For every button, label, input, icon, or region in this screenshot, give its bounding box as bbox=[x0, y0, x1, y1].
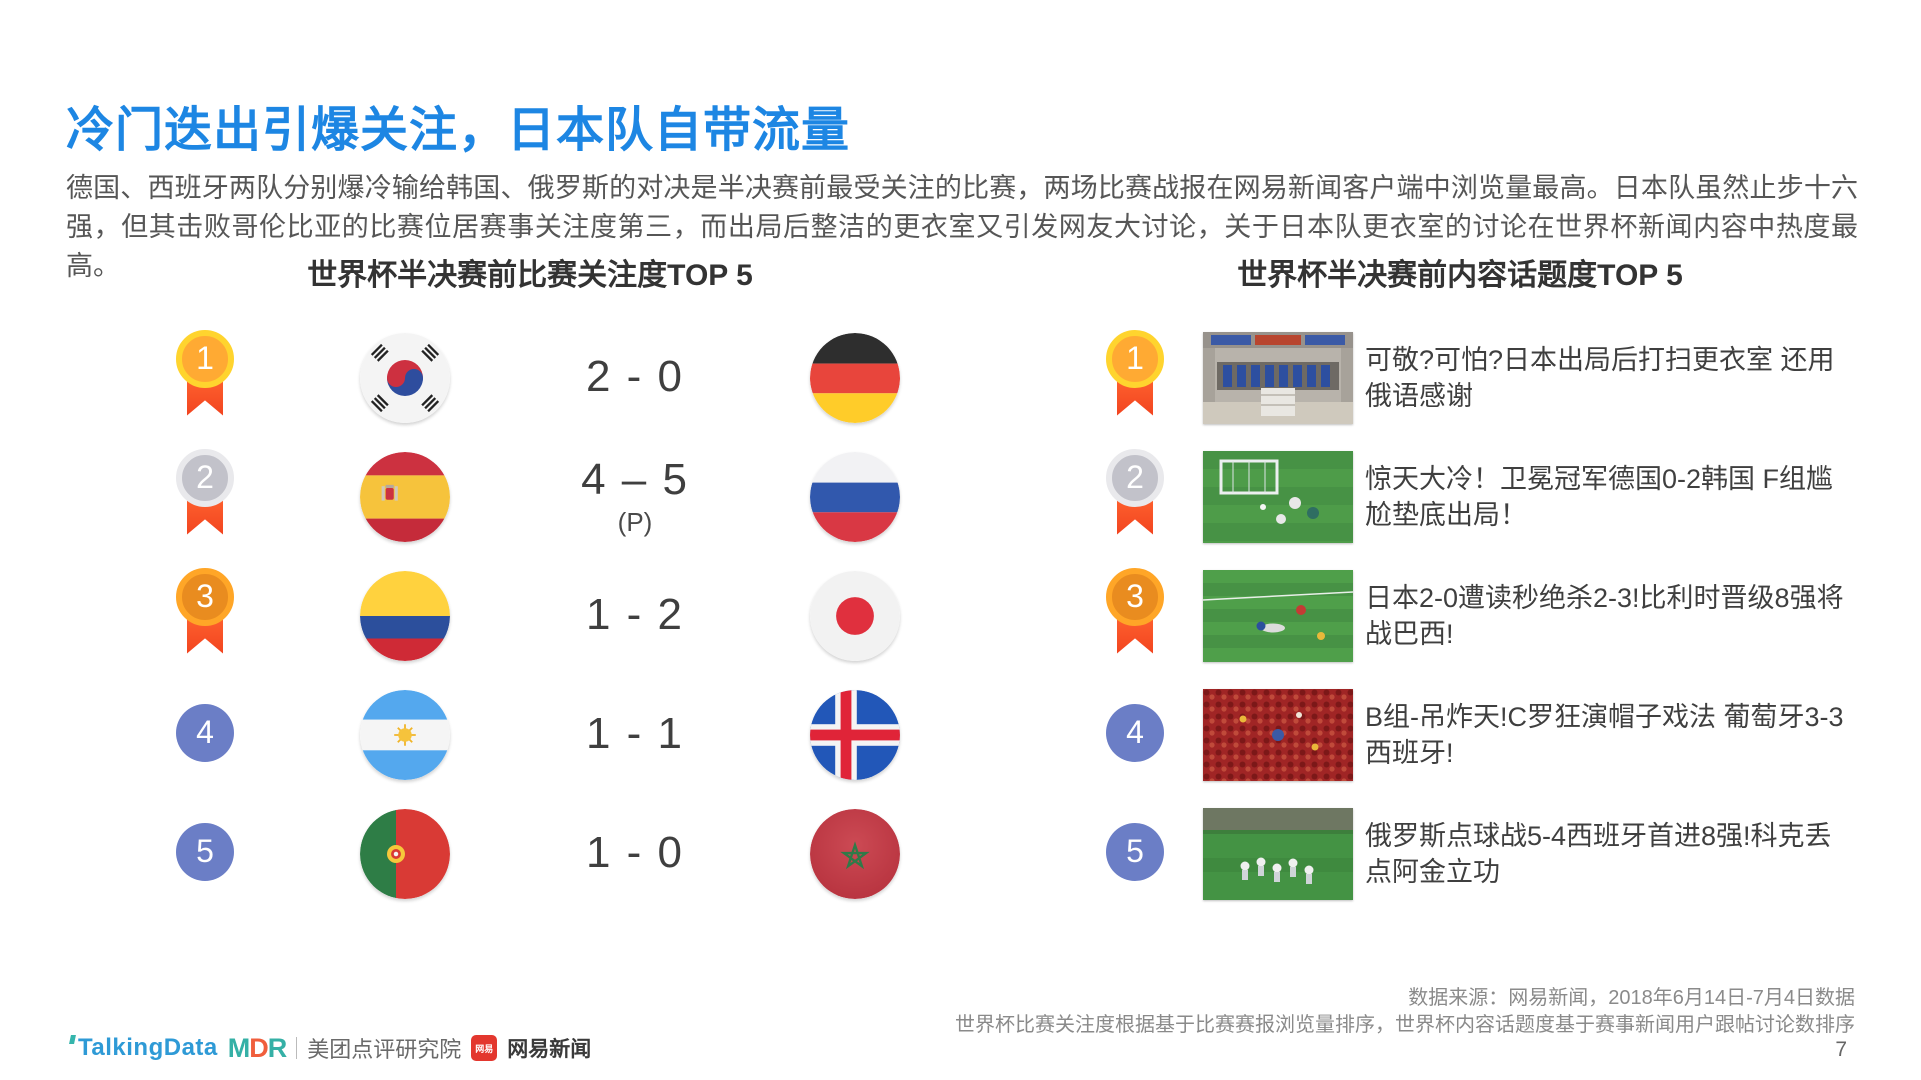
colombia-flag-icon bbox=[360, 570, 450, 661]
rank-number: 1 bbox=[1126, 340, 1144, 376]
talkingdata-logo: TalkingData bbox=[70, 1034, 218, 1062]
penalty-note: (P) bbox=[617, 507, 653, 537]
argentina-flag-icon bbox=[360, 689, 450, 780]
meituan-dianping-institute-label: 美团点评研究院 bbox=[307, 1037, 462, 1062]
table-row: 5 俄罗斯点球战5-4西班牙首进8强!科克丢点阿金立功 bbox=[1080, 794, 1880, 913]
table-row: 3 1 - 2 bbox=[130, 556, 920, 675]
rank-1-medal-icon: 1 bbox=[174, 329, 236, 426]
rank-number: 1 bbox=[196, 340, 214, 376]
match-score: 2 - 0 bbox=[585, 351, 685, 401]
right-panel-title: 世界杯半决赛前内容话题度TOP 5 bbox=[1237, 259, 1683, 292]
match-score: 1 - 1 bbox=[585, 708, 685, 758]
left-panel-title: 世界杯半决赛前比赛关注度TOP 5 bbox=[307, 259, 753, 292]
rank-5-badge: 5 bbox=[1104, 822, 1166, 885]
rank-2-medal-icon: 2 bbox=[174, 448, 236, 545]
match-score: 1 - 2 bbox=[585, 589, 685, 639]
rank-1-medal-icon: 1 bbox=[1104, 329, 1166, 426]
morocco-flag-icon bbox=[810, 808, 900, 899]
rank-number: 3 bbox=[196, 578, 214, 614]
russia-celebration-photo bbox=[1202, 807, 1353, 900]
source-line-2: 世界杯比赛关注度根据基于比赛赛报浏览量排序，世界杯内容话题度基于赛事新闻用户跟帖… bbox=[955, 1014, 1855, 1036]
table-row: 2 4 – 5 (P) bbox=[130, 437, 920, 556]
rank-number: 3 bbox=[1126, 578, 1144, 614]
table-row: 3 日本2-0遭读秒绝杀2-3!比利时晋级8强将战巴西! bbox=[1080, 556, 1880, 675]
rank-number: 5 bbox=[1126, 833, 1144, 869]
score-cell: 2 - 0 bbox=[586, 352, 684, 404]
table-row: 1 可敬?可怕?日本出局后打扫更衣室 还用俄语感谢 bbox=[1080, 318, 1880, 437]
match-score: 4 – 5 bbox=[581, 455, 689, 504]
rank-number: 2 bbox=[196, 459, 214, 495]
rank-4-badge: 4 bbox=[174, 703, 236, 766]
rank-number: 4 bbox=[1126, 714, 1144, 750]
rank-2-medal-icon: 2 bbox=[1104, 448, 1166, 545]
table-row: 2 惊天大冷！卫冕冠军德国0-2韩国 F组尴尬垫底出局！ bbox=[1080, 437, 1880, 556]
spain-flag-icon bbox=[360, 451, 450, 542]
portugal-spain-fans-photo bbox=[1202, 688, 1353, 781]
south-korea-flag-icon bbox=[360, 332, 450, 423]
rank-4-badge: 4 bbox=[1104, 703, 1166, 766]
portugal-flag-icon bbox=[360, 808, 450, 899]
rank-number: 2 bbox=[1126, 459, 1144, 495]
match-score: 1 - 0 bbox=[585, 827, 685, 877]
topic-headline: 俄罗斯点球战5-4西班牙首进8强!科克丢点阿金立功 bbox=[1365, 820, 1832, 887]
table-row: 4 1 - 1 bbox=[130, 675, 920, 794]
russia-flag-icon bbox=[810, 451, 900, 542]
table-row: 4 B组-吊炸天!C罗狂演帽子戏法 葡萄牙3-3西班牙! bbox=[1080, 675, 1880, 794]
netease-news-label: 网易新闻 bbox=[507, 1038, 592, 1061]
rank-5-badge: 5 bbox=[174, 822, 236, 885]
germany-korea-match-photo bbox=[1202, 450, 1353, 543]
japan-belgium-match-photo bbox=[1202, 569, 1353, 662]
score-cell: 1 - 1 bbox=[586, 709, 684, 761]
intro-paragraph: 德国、西班牙两队分别爆冷输给韩国、俄罗斯的对决是半决赛前最受关注的比赛，两场比赛… bbox=[66, 173, 1858, 281]
topic-headline: B组-吊炸天!C罗狂演帽子戏法 葡萄牙3-3西班牙! bbox=[1365, 701, 1844, 768]
rank-3-medal-icon: 3 bbox=[174, 567, 236, 664]
rank-3-medal-icon: 3 bbox=[1104, 567, 1166, 664]
data-source-notes: 数据来源：网易新闻，2018年6月14日-7月4日数据 世界杯比赛关注度根据基于… bbox=[955, 985, 1855, 1039]
japan-flag-icon bbox=[810, 570, 900, 661]
table-row: 1 2 - 0 bbox=[130, 318, 920, 437]
score-cell: 4 – 5 (P) bbox=[581, 455, 689, 538]
logo-divider bbox=[296, 1037, 298, 1059]
source-line-1: 数据来源：网易新闻，2018年6月14日-7月4日数据 bbox=[1408, 987, 1855, 1009]
topic-ranking-table: 1 可敬?可怕?日本出局后打扫更衣室 还用俄语感谢 2 bbox=[1080, 318, 1880, 913]
page-title: 冷门迭出引爆关注，日本队自带流量 bbox=[66, 104, 851, 158]
page-number: 7 bbox=[1835, 1038, 1847, 1061]
rank-number: 4 bbox=[196, 714, 214, 750]
table-row: 5 1 - 0 bbox=[130, 794, 920, 913]
mdr-logo: MDR bbox=[227, 1032, 287, 1063]
score-cell: 1 - 0 bbox=[586, 828, 684, 880]
topic-headline: 可敬?可怕?日本出局后打扫更衣室 还用俄语感谢 bbox=[1365, 344, 1835, 411]
match-ranking-table: 1 2 - 0 bbox=[130, 318, 920, 913]
rank-number: 5 bbox=[196, 833, 214, 869]
germany-flag-icon bbox=[810, 332, 900, 423]
japan-locker-room-photo bbox=[1202, 331, 1353, 424]
topic-headline: 日本2-0遭读秒绝杀2-3!比利时晋级8强将战巴西! bbox=[1365, 582, 1844, 649]
iceland-flag-icon bbox=[810, 689, 900, 780]
topic-headline: 惊天大冷！卫冕冠军德国0-2韩国 F组尴尬垫底出局！ bbox=[1365, 463, 1834, 530]
netease-logo-icon: 网易 bbox=[471, 1035, 498, 1061]
score-cell: 1 - 2 bbox=[586, 590, 684, 642]
footer-logos: TalkingData MDR 美团点评研究院 网易 网易新闻 bbox=[70, 1032, 591, 1064]
